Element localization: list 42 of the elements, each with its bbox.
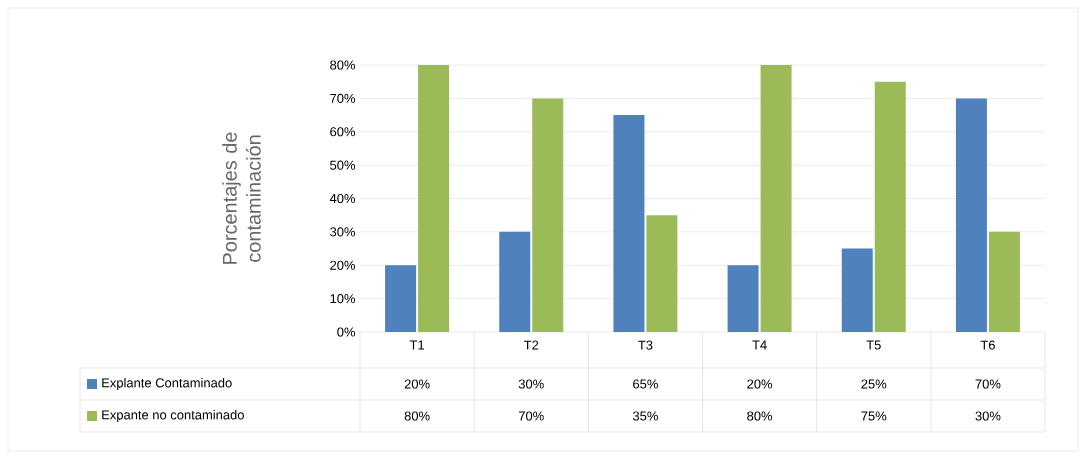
y-tick-label: 10% <box>330 294 356 304</box>
data-label: 70% <box>975 379 1001 389</box>
data-label: 80% <box>404 411 430 421</box>
data-label: 70% <box>518 411 544 421</box>
legend-label: Explante Contaminado <box>102 377 232 391</box>
bar <box>841 248 873 332</box>
y-tick-label: 50% <box>330 160 356 170</box>
y-tick-label: 0% <box>337 327 356 337</box>
y-axis-title: Porcentajes de contaminación <box>222 132 261 264</box>
data-label: 30% <box>975 411 1001 421</box>
y-tick-label: 30% <box>330 227 356 237</box>
x-tick-label: T5 <box>866 340 881 350</box>
data-label: 65% <box>633 379 658 389</box>
data-label: 80% <box>747 411 773 421</box>
data-label: 30% <box>518 379 544 389</box>
bar <box>532 98 564 332</box>
bar <box>499 231 531 332</box>
bar <box>955 98 987 332</box>
bar <box>727 265 759 332</box>
y-tick-label: 20% <box>330 260 356 270</box>
x-tick-label: T2 <box>524 340 539 350</box>
bar <box>646 215 678 332</box>
data-label: 75% <box>861 411 887 421</box>
bar <box>760 65 792 332</box>
legend-label: Expante no contaminado <box>102 409 244 423</box>
x-tick-label: T1 <box>409 340 425 350</box>
x-tick-label: T4 <box>752 340 767 350</box>
bar <box>418 65 450 332</box>
data-label: 20% <box>747 379 773 389</box>
data-label: 35% <box>632 411 658 421</box>
y-tick-label: 70% <box>330 93 356 103</box>
bar <box>874 81 906 332</box>
bar <box>385 265 417 332</box>
y-tick-label: 40% <box>329 193 356 204</box>
data-label: 25% <box>861 379 887 389</box>
x-tick-label: T6 <box>980 340 995 350</box>
y-tick-label: 80% <box>330 60 356 70</box>
bar <box>988 231 1020 332</box>
bar <box>613 115 645 332</box>
y-tick-label: 60% <box>330 127 356 137</box>
x-tick-label: T3 <box>638 340 653 350</box>
data-label: 20% <box>404 379 430 389</box>
